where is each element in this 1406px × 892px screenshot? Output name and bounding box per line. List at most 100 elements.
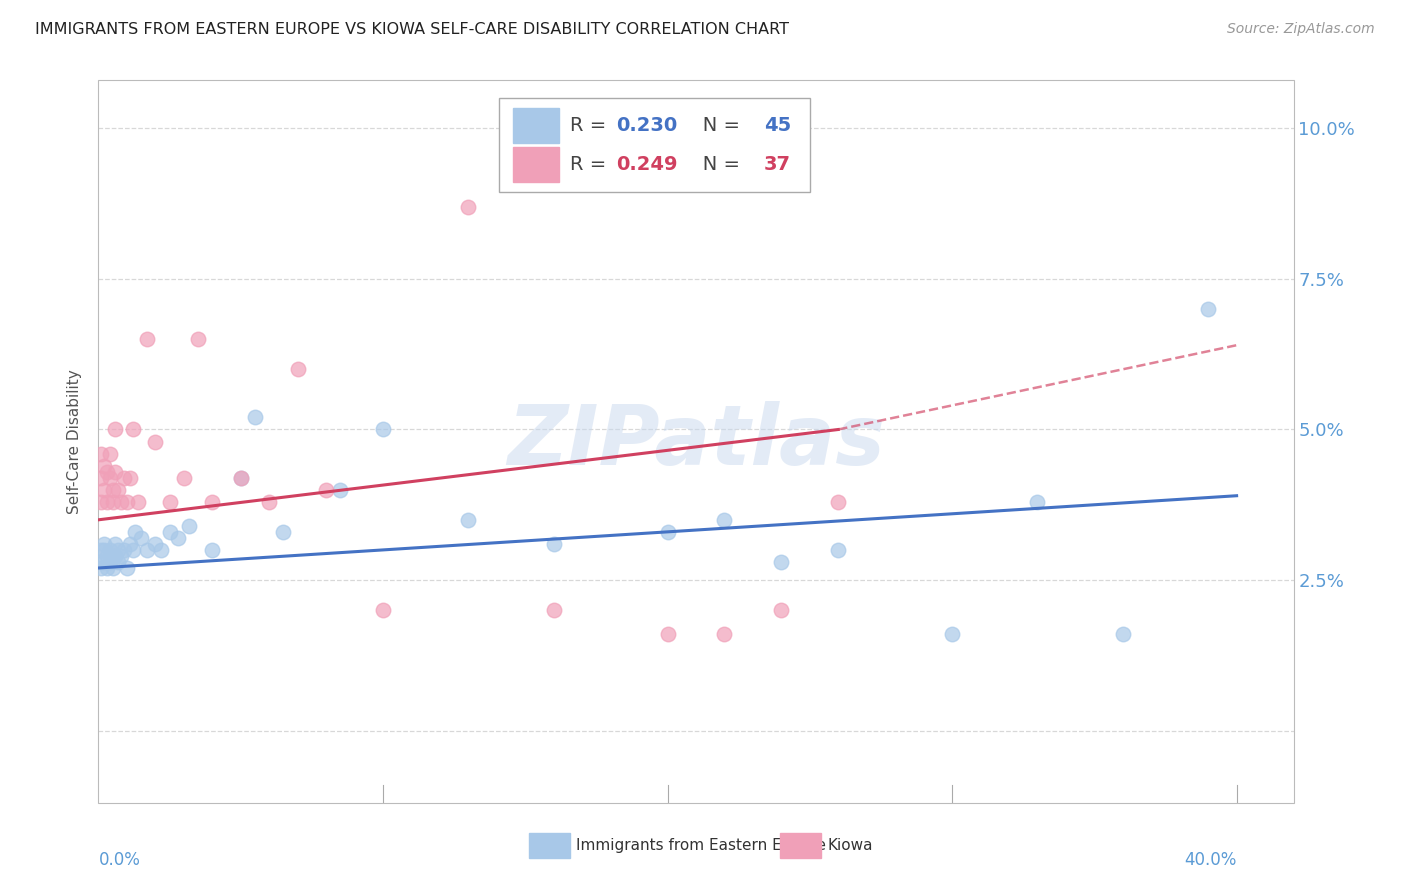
Point — [98, 470, 121, 484]
Point — [229, 470, 252, 484]
Point — [243, 410, 266, 425]
Point — [124, 524, 146, 539]
Point — [93, 555, 115, 569]
Point — [90, 542, 112, 557]
Text: Source: ZipAtlas.com: Source: ZipAtlas.com — [1227, 22, 1375, 37]
Point — [96, 549, 118, 563]
Point — [104, 422, 127, 436]
FancyBboxPatch shape — [513, 147, 558, 182]
Point — [96, 561, 118, 575]
Point — [98, 446, 121, 460]
Point — [329, 483, 352, 497]
Point — [90, 561, 112, 575]
Point — [90, 555, 112, 569]
Point — [457, 200, 479, 214]
Point — [179, 518, 201, 533]
Point — [543, 603, 565, 617]
Point — [90, 470, 112, 484]
Point — [543, 537, 565, 551]
Text: N =: N = — [685, 155, 747, 174]
Point — [143, 434, 166, 449]
Point — [93, 537, 115, 551]
Point — [101, 549, 124, 563]
Point — [101, 494, 124, 508]
Point — [98, 555, 121, 569]
Point — [118, 470, 141, 484]
Point — [115, 494, 138, 508]
Point — [657, 524, 679, 539]
Point — [121, 422, 143, 436]
Text: 40.0%: 40.0% — [1184, 851, 1237, 869]
Point — [941, 627, 963, 641]
Point — [287, 362, 309, 376]
Point — [1026, 494, 1049, 508]
Point — [121, 542, 143, 557]
Point — [93, 542, 115, 557]
Point — [104, 549, 127, 563]
Point — [457, 513, 479, 527]
Point — [112, 470, 135, 484]
Point — [101, 561, 124, 575]
Text: 0.249: 0.249 — [616, 155, 678, 174]
Point — [229, 470, 252, 484]
Point — [93, 483, 115, 497]
Point — [1197, 301, 1219, 317]
Text: 37: 37 — [763, 155, 792, 174]
Text: 0.0%: 0.0% — [98, 851, 141, 869]
Point — [201, 494, 224, 508]
Point — [187, 332, 209, 346]
Point — [770, 555, 793, 569]
Text: Immigrants from Eastern Europe: Immigrants from Eastern Europe — [576, 838, 827, 853]
Point — [104, 465, 127, 479]
Text: R =: R = — [571, 155, 613, 174]
Text: IMMIGRANTS FROM EASTERN EUROPE VS KIOWA SELF-CARE DISABILITY CORRELATION CHART: IMMIGRANTS FROM EASTERN EUROPE VS KIOWA … — [35, 22, 789, 37]
FancyBboxPatch shape — [779, 833, 821, 858]
Point — [371, 422, 394, 436]
Point — [201, 542, 224, 557]
Point — [713, 627, 735, 641]
Text: 45: 45 — [763, 116, 792, 136]
Point — [112, 542, 135, 557]
Point — [90, 446, 112, 460]
Point — [93, 458, 115, 473]
Point — [257, 494, 280, 508]
Point — [159, 524, 181, 539]
FancyBboxPatch shape — [513, 109, 558, 143]
Point — [1112, 627, 1135, 641]
Point — [167, 531, 190, 545]
Y-axis label: Self-Care Disability: Self-Care Disability — [67, 369, 83, 514]
Point — [371, 603, 394, 617]
Text: ZIPatlas: ZIPatlas — [508, 401, 884, 482]
Point — [110, 549, 132, 563]
Text: R =: R = — [571, 116, 613, 136]
Point — [713, 513, 735, 527]
Text: N =: N = — [685, 116, 747, 136]
Point — [315, 483, 337, 497]
Point — [657, 627, 679, 641]
Point — [118, 537, 141, 551]
Point — [107, 542, 129, 557]
Point — [104, 537, 127, 551]
Point — [143, 537, 166, 551]
Point — [770, 603, 793, 617]
Point — [107, 483, 129, 497]
Point — [110, 494, 132, 508]
Point — [273, 524, 295, 539]
FancyBboxPatch shape — [499, 98, 810, 193]
Point — [173, 470, 195, 484]
Point — [827, 542, 849, 557]
Text: Kiowa: Kiowa — [827, 838, 873, 853]
Point — [96, 465, 118, 479]
Point — [150, 542, 173, 557]
Text: 0.230: 0.230 — [616, 116, 678, 136]
FancyBboxPatch shape — [529, 833, 571, 858]
Point — [827, 494, 849, 508]
Point — [98, 542, 121, 557]
Point — [129, 531, 152, 545]
Point — [115, 561, 138, 575]
Point — [135, 542, 157, 557]
Point — [101, 483, 124, 497]
Point — [159, 494, 181, 508]
Point — [127, 494, 149, 508]
Point — [96, 494, 118, 508]
